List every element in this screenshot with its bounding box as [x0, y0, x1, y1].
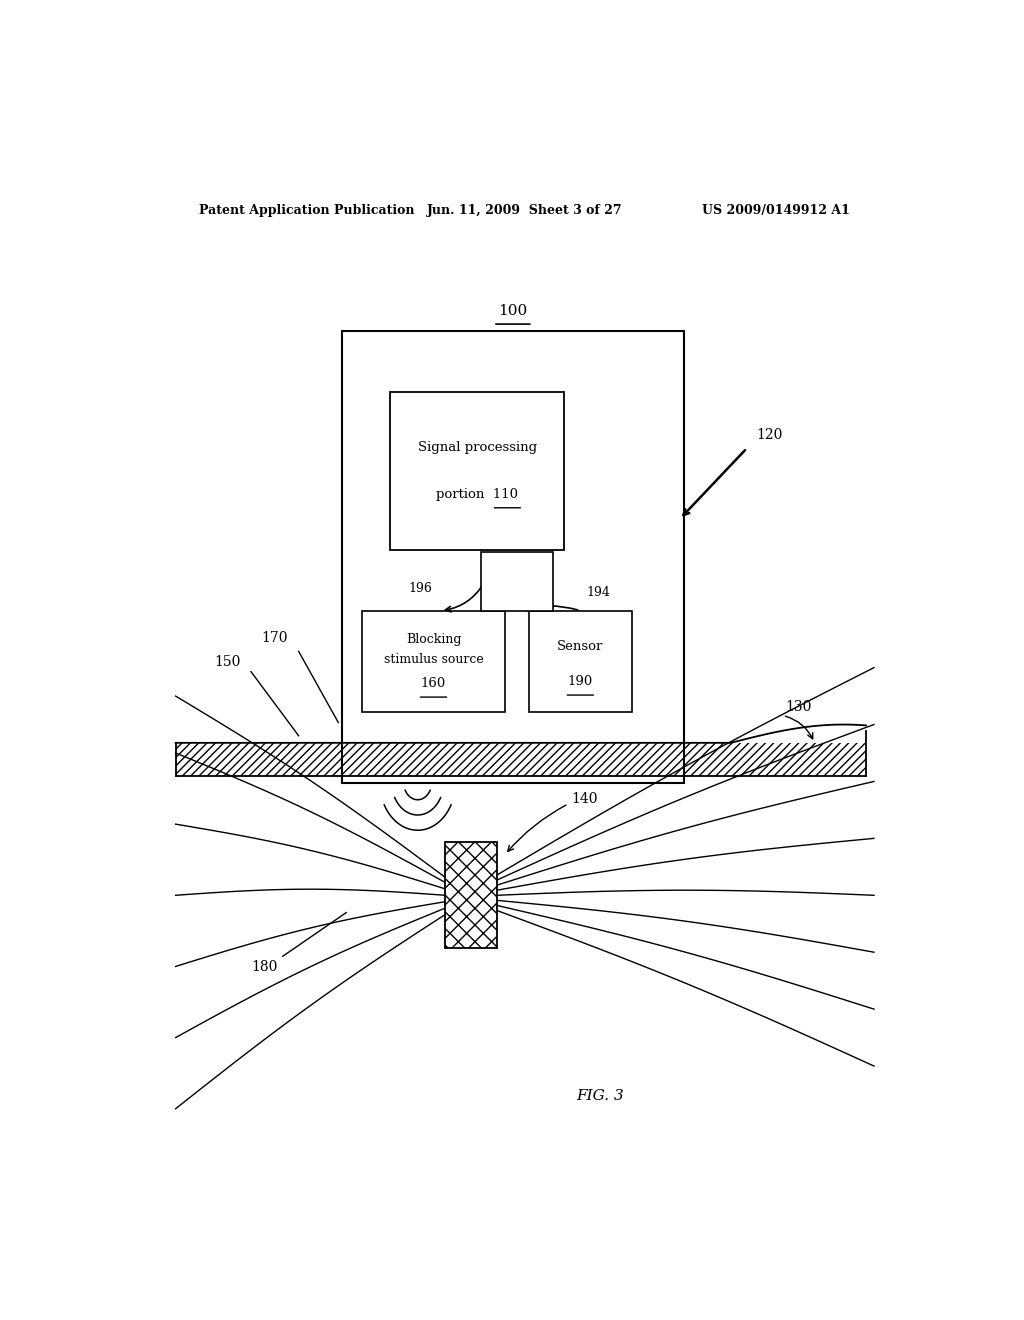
Bar: [481, 552, 553, 611]
Text: 100: 100: [499, 304, 527, 318]
Text: 170: 170: [261, 631, 288, 645]
Text: 180: 180: [251, 961, 278, 974]
Bar: [362, 611, 505, 713]
Text: FIG. 3: FIG. 3: [577, 1089, 624, 1102]
Bar: [390, 392, 564, 549]
Text: stimulus source: stimulus source: [384, 653, 483, 667]
Text: Patent Application Publication: Patent Application Publication: [200, 205, 415, 216]
Text: 160: 160: [421, 677, 446, 690]
Bar: [176, 743, 866, 776]
Text: 196: 196: [409, 582, 433, 595]
Text: Jun. 11, 2009  Sheet 3 of 27: Jun. 11, 2009 Sheet 3 of 27: [427, 205, 623, 216]
Text: 130: 130: [785, 700, 811, 714]
Text: Sensor: Sensor: [557, 640, 603, 653]
Text: 194: 194: [587, 586, 610, 599]
Text: 120: 120: [757, 428, 783, 442]
Text: 140: 140: [570, 792, 597, 805]
Text: US 2009/0149912 A1: US 2009/0149912 A1: [702, 205, 850, 216]
Text: 190: 190: [567, 676, 593, 688]
Bar: [445, 842, 497, 948]
Text: Blocking: Blocking: [406, 632, 461, 645]
Text: portion  110: portion 110: [436, 488, 518, 502]
Text: 150: 150: [214, 655, 241, 668]
Text: Signal processing: Signal processing: [418, 441, 537, 454]
Bar: [528, 611, 632, 713]
Bar: [342, 331, 684, 784]
Text: 192: 192: [504, 574, 530, 589]
